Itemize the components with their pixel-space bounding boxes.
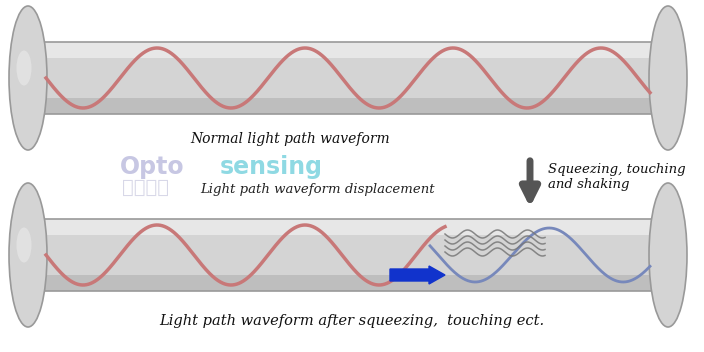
Ellipse shape [649,6,687,150]
Text: Light path waveform displacement: Light path waveform displacement [200,183,434,196]
Ellipse shape [9,6,47,150]
Polygon shape [28,42,668,114]
Text: sensing: sensing [220,155,323,179]
Ellipse shape [16,227,32,263]
Ellipse shape [16,50,32,86]
Polygon shape [28,219,668,291]
Polygon shape [28,275,668,291]
Polygon shape [28,98,668,114]
Text: Normal light path waveform: Normal light path waveform [190,132,390,146]
Text: 光格科技: 光格科技 [122,178,169,197]
Polygon shape [28,219,668,235]
Text: Opto: Opto [120,155,184,179]
Text: Squeezing, touching
and shaking: Squeezing, touching and shaking [548,163,686,191]
Ellipse shape [649,183,687,327]
Polygon shape [28,42,668,58]
FancyArrow shape [390,266,445,284]
Ellipse shape [9,183,47,327]
Text: Light path waveform after squeezing,  touching ect.: Light path waveform after squeezing, tou… [159,314,545,328]
